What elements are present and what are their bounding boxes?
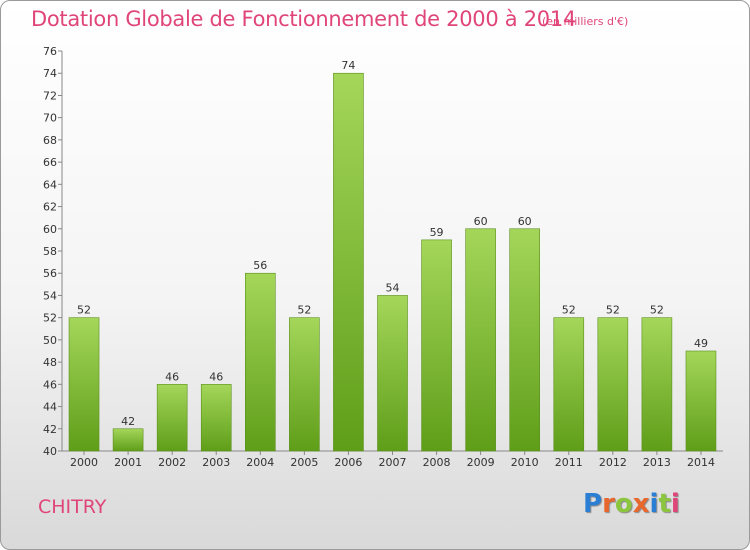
bar-value-label: 46 xyxy=(209,370,223,383)
y-tick-label: 72 xyxy=(43,89,57,102)
bar xyxy=(377,295,408,452)
x-tick-label: 2001 xyxy=(114,456,142,469)
y-tick-label: 70 xyxy=(43,112,57,125)
logo-letter: i xyxy=(649,489,659,519)
bar xyxy=(200,384,232,452)
bar-value-label: 52 xyxy=(297,304,311,317)
logo-letter: x xyxy=(632,489,650,519)
y-tick-label: 76 xyxy=(43,45,57,58)
y-tick-label: 60 xyxy=(43,223,57,236)
x-tick-label: 2004 xyxy=(246,456,274,469)
x-tick-label: 2007 xyxy=(379,456,407,469)
x-tick-label: 2013 xyxy=(643,456,671,469)
y-tick-label: 42 xyxy=(43,423,57,436)
y-tick-label: 66 xyxy=(43,156,57,169)
y-tick-label: 46 xyxy=(43,378,57,391)
y-tick-label: 54 xyxy=(43,289,57,302)
bar-value-label: 54 xyxy=(386,281,400,294)
x-tick-label: 2010 xyxy=(511,456,539,469)
bar xyxy=(245,272,276,452)
bar xyxy=(641,317,673,452)
bar-value-label: 60 xyxy=(474,215,488,228)
bar-value-label: 52 xyxy=(77,304,91,317)
bar xyxy=(289,317,320,452)
bar xyxy=(509,228,541,452)
y-tick-label: 68 xyxy=(43,134,57,147)
bar xyxy=(597,317,629,452)
bar-value-label: 52 xyxy=(562,304,576,317)
y-tick-label: 56 xyxy=(43,267,57,280)
bar xyxy=(685,350,717,452)
x-tick-label: 2014 xyxy=(687,456,715,469)
x-tick-label: 2000 xyxy=(70,456,98,469)
bar xyxy=(553,317,585,452)
x-tick-label: 2006 xyxy=(334,456,362,469)
y-tick-label: 50 xyxy=(43,334,57,347)
logo-letter: P xyxy=(583,489,603,519)
bar-value-label: 74 xyxy=(341,59,355,72)
bar-value-label: 59 xyxy=(430,226,444,239)
bar-value-label: 60 xyxy=(518,215,532,228)
logo-letter: i xyxy=(670,489,680,519)
y-tick-label: 44 xyxy=(43,401,57,414)
bar-value-label: 52 xyxy=(606,304,620,317)
axes: 40 42 44 46 48 50 52 54 56 58 60 62 64 66 68 70 72 74 76 20… xyxy=(43,45,723,469)
bar-value-label: 46 xyxy=(165,370,179,383)
y-tick-label: 40 xyxy=(43,445,57,458)
bar-value-label: 49 xyxy=(694,337,708,350)
logo-letter: o xyxy=(614,489,633,519)
bar-value-label: 56 xyxy=(253,259,267,272)
chart-title: Dotation Globale de Fonctionnement de 20… xyxy=(31,7,576,31)
bar xyxy=(68,317,100,452)
bars: 52 42 46 46 56 52 74 54 59 60 60 52 52 52 49 xyxy=(68,59,717,452)
y-tick-label: 48 xyxy=(43,356,57,369)
chart-subtitle: (en milliers d'€) xyxy=(542,15,629,28)
x-tick-label: 2008 xyxy=(423,456,451,469)
bar-value-label: 42 xyxy=(121,415,135,428)
bar xyxy=(112,428,144,452)
x-tick-label: 2009 xyxy=(467,456,495,469)
logo-letter: r xyxy=(602,489,615,519)
x-tick-label: 2002 xyxy=(158,456,186,469)
proxiti-logo[interactable]: Proxiti xyxy=(583,489,680,519)
y-tick-label: 52 xyxy=(43,312,57,325)
bar xyxy=(465,228,496,452)
bar xyxy=(156,384,188,452)
y-tick-label: 74 xyxy=(43,67,57,80)
y-tick-label: 62 xyxy=(43,201,57,214)
x-tick-label: 2005 xyxy=(290,456,318,469)
commune-name: CHITRY xyxy=(38,496,107,518)
y-tick-label: 64 xyxy=(43,178,57,191)
bar xyxy=(333,72,364,452)
x-tick-label: 2011 xyxy=(555,456,583,469)
y-tick-label: 58 xyxy=(43,245,57,258)
bar xyxy=(421,239,452,452)
x-tick-label: 2003 xyxy=(202,456,230,469)
logo-letter: t xyxy=(658,489,671,519)
bar-value-label: 52 xyxy=(650,304,664,317)
x-tick-label: 2012 xyxy=(599,456,627,469)
